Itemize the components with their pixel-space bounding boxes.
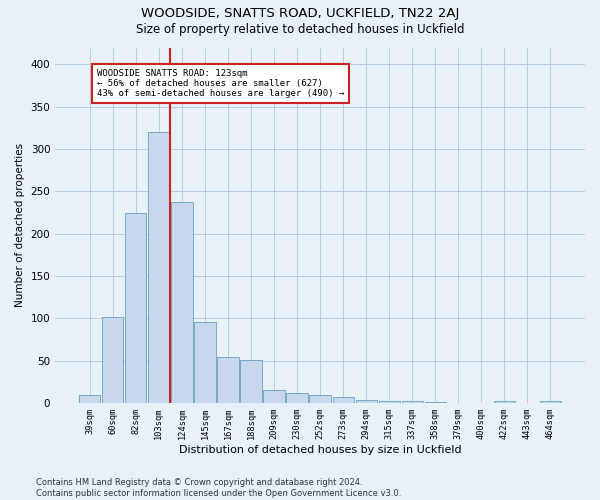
Bar xyxy=(356,400,377,403)
Bar xyxy=(310,394,331,403)
Bar xyxy=(102,316,124,403)
Text: Contains HM Land Registry data © Crown copyright and database right 2024.
Contai: Contains HM Land Registry data © Crown c… xyxy=(36,478,401,498)
Bar xyxy=(263,390,284,403)
Text: WOODSIDE, SNATTS ROAD, UCKFIELD, TN22 2AJ: WOODSIDE, SNATTS ROAD, UCKFIELD, TN22 2A… xyxy=(141,8,459,20)
Bar xyxy=(379,400,400,403)
Bar xyxy=(194,322,215,403)
Y-axis label: Number of detached properties: Number of detached properties xyxy=(15,143,25,308)
Bar xyxy=(79,394,100,403)
Bar xyxy=(332,397,353,403)
Bar xyxy=(125,214,146,403)
Bar xyxy=(217,358,239,403)
Text: Size of property relative to detached houses in Uckfield: Size of property relative to detached ho… xyxy=(136,22,464,36)
Bar xyxy=(286,393,308,403)
Bar xyxy=(401,402,423,403)
X-axis label: Distribution of detached houses by size in Uckfield: Distribution of detached houses by size … xyxy=(179,445,461,455)
Text: WOODSIDE SNATTS ROAD: 123sqm
← 56% of detached houses are smaller (627)
43% of s: WOODSIDE SNATTS ROAD: 123sqm ← 56% of de… xyxy=(97,68,344,98)
Bar xyxy=(494,402,515,403)
Bar xyxy=(425,402,446,403)
Bar xyxy=(241,360,262,403)
Bar xyxy=(148,132,170,403)
Bar xyxy=(172,202,193,403)
Bar xyxy=(540,400,561,403)
